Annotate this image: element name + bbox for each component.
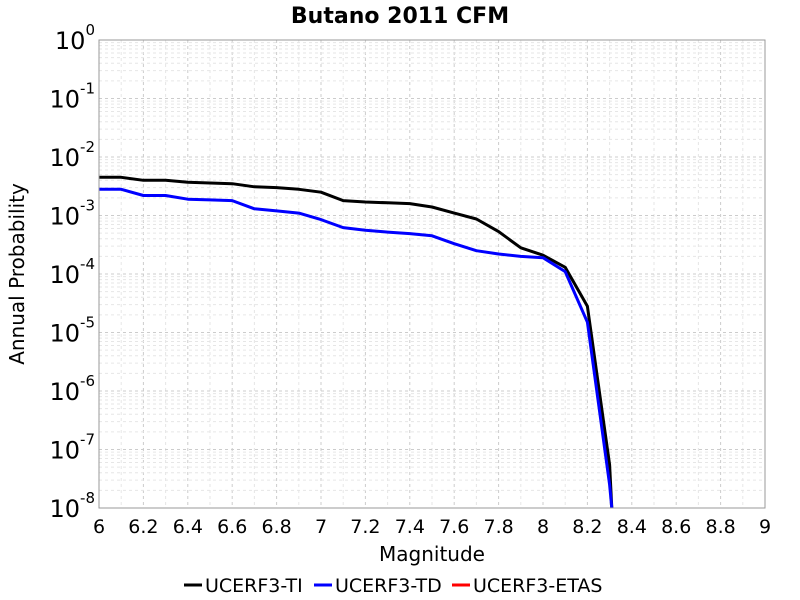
- series-lines: [99, 175, 614, 509]
- x-tick-label: 8.2: [572, 516, 602, 538]
- x-axis-label: Magnitude: [379, 542, 485, 566]
- x-tick-label: 7: [315, 516, 327, 538]
- legend-label: UCERF3-TI: [205, 575, 303, 597]
- x-tick-label: 6: [93, 516, 105, 538]
- y-axis-label: Annual Probability: [5, 183, 29, 365]
- y-tick-label: 10-3: [49, 197, 95, 231]
- grid: [98, 40, 766, 509]
- x-tick-label: 7.2: [350, 516, 380, 538]
- x-tick-label: 8: [537, 516, 549, 538]
- y-tick-label: 10-2: [49, 138, 95, 172]
- series-line-ucerf3-ti: [99, 175, 614, 509]
- y-tick-label: 10-7: [49, 431, 95, 465]
- x-tick-label: 7.4: [395, 516, 425, 538]
- x-tick-label: 6.2: [128, 516, 158, 538]
- y-tick-label: 10-1: [49, 80, 95, 114]
- plot-border: [98, 39, 766, 509]
- y-tick-label: 10-4: [49, 255, 95, 289]
- y-tick-label: 100: [55, 21, 95, 55]
- x-tick-label: 8.8: [705, 516, 735, 538]
- legend-label: UCERF3-TD: [335, 575, 442, 597]
- x-tick-label: 8.4: [617, 516, 647, 538]
- x-tick-label: 8.6: [661, 516, 691, 538]
- x-tick-label: 6.4: [173, 516, 203, 538]
- series-line-ucerf3-td: [99, 187, 614, 509]
- x-axis-ticks: 6 6.2 6.4 6.6 6.8 7 7.2 7.4 7.6 7.8 8 8.2 8.4 8.6 8.8 9: [93, 516, 771, 538]
- x-tick-label: 6.8: [261, 516, 291, 538]
- legend-label: UCERF3-ETAS: [473, 575, 602, 597]
- chart-title: Butano 2011 CFM: [291, 4, 509, 29]
- x-tick-label: 7.8: [483, 516, 513, 538]
- x-tick-label: 7.6: [439, 516, 469, 538]
- x-tick-label: 9: [759, 516, 771, 538]
- x-tick-label: 6.6: [217, 516, 247, 538]
- y-tick-label: 10-8: [49, 489, 95, 523]
- y-axis-ticks: 100 10-1 10-2 10-3 10-4 10-5 10-6 10-7 10-8: [49, 21, 95, 523]
- y-tick-label: 10-6: [49, 372, 95, 406]
- legend: UCERF3-TI UCERF3-TD UCERF3-ETAS: [184, 575, 602, 597]
- y-tick-label: 10-5: [49, 314, 95, 348]
